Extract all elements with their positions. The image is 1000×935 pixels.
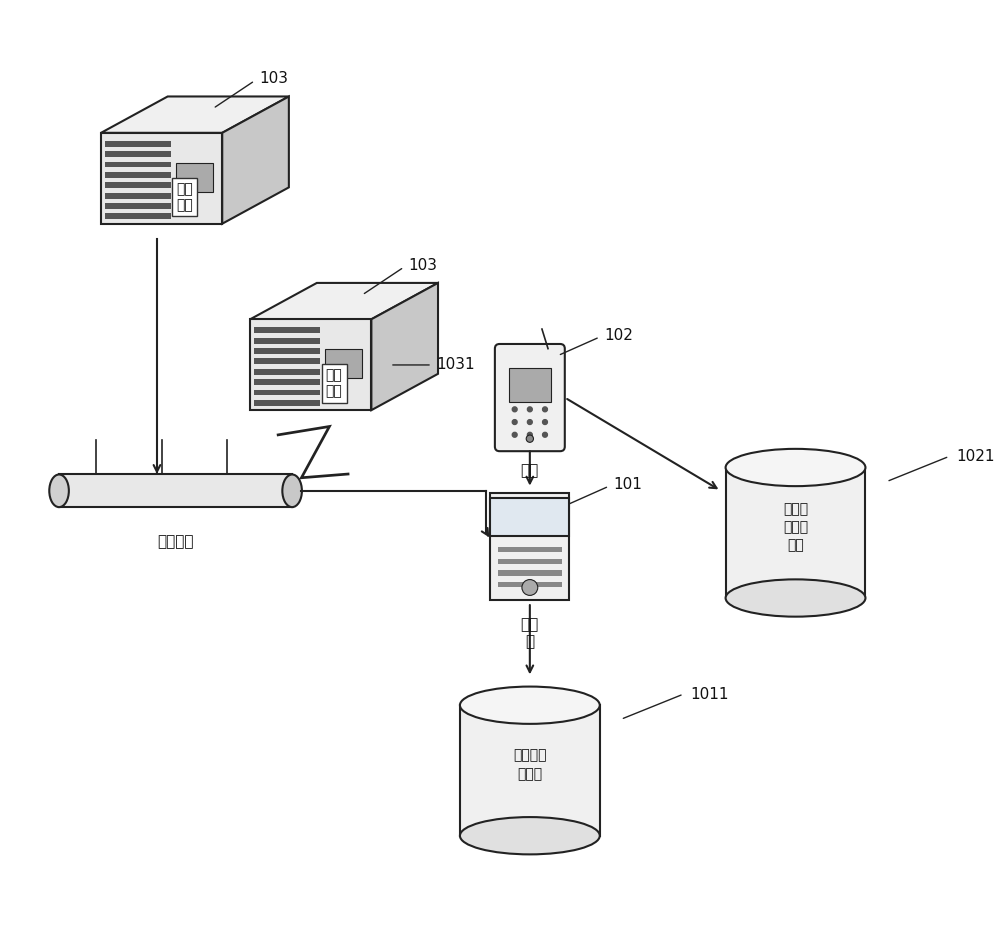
Circle shape xyxy=(512,432,517,438)
FancyBboxPatch shape xyxy=(254,400,320,406)
Text: 1021: 1021 xyxy=(956,449,995,464)
Circle shape xyxy=(527,407,532,411)
FancyBboxPatch shape xyxy=(325,350,362,379)
Text: 通信
模块: 通信 模块 xyxy=(177,182,193,212)
FancyBboxPatch shape xyxy=(105,141,171,147)
FancyBboxPatch shape xyxy=(254,390,320,396)
Ellipse shape xyxy=(49,474,69,507)
FancyBboxPatch shape xyxy=(498,558,562,564)
FancyBboxPatch shape xyxy=(254,327,320,333)
FancyBboxPatch shape xyxy=(509,368,551,402)
Text: 103: 103 xyxy=(409,258,438,273)
Text: 101: 101 xyxy=(614,477,643,492)
Text: 客户端
程序数
据库: 客户端 程序数 据库 xyxy=(783,502,808,553)
FancyBboxPatch shape xyxy=(105,182,171,188)
Circle shape xyxy=(543,407,547,411)
Text: 数据中心
数据库: 数据中心 数据库 xyxy=(513,749,547,781)
FancyBboxPatch shape xyxy=(101,133,222,223)
FancyBboxPatch shape xyxy=(105,213,171,220)
FancyBboxPatch shape xyxy=(498,583,562,587)
Text: 102: 102 xyxy=(604,327,633,342)
Text: 服务
器: 服务 器 xyxy=(521,617,539,650)
FancyBboxPatch shape xyxy=(254,380,320,385)
FancyBboxPatch shape xyxy=(254,348,320,354)
Circle shape xyxy=(543,420,547,424)
Text: 1031: 1031 xyxy=(437,357,475,372)
Text: 有线网络: 有线网络 xyxy=(157,535,194,550)
FancyBboxPatch shape xyxy=(254,338,320,343)
Circle shape xyxy=(526,435,533,442)
Text: 终端: 终端 xyxy=(521,464,539,479)
FancyBboxPatch shape xyxy=(490,493,569,600)
Polygon shape xyxy=(222,96,289,223)
Ellipse shape xyxy=(726,580,865,617)
FancyBboxPatch shape xyxy=(490,498,569,536)
Polygon shape xyxy=(250,283,438,319)
Circle shape xyxy=(527,420,532,424)
Polygon shape xyxy=(371,283,438,410)
FancyBboxPatch shape xyxy=(105,193,171,198)
Text: 通信
模块: 通信 模块 xyxy=(326,368,342,398)
FancyBboxPatch shape xyxy=(726,468,865,598)
Ellipse shape xyxy=(460,686,600,724)
Circle shape xyxy=(527,432,532,438)
FancyBboxPatch shape xyxy=(105,172,171,178)
Circle shape xyxy=(522,580,538,596)
FancyBboxPatch shape xyxy=(460,705,600,836)
FancyBboxPatch shape xyxy=(59,474,292,507)
FancyBboxPatch shape xyxy=(498,547,562,552)
FancyBboxPatch shape xyxy=(105,203,171,209)
FancyBboxPatch shape xyxy=(254,368,320,375)
Ellipse shape xyxy=(726,449,865,486)
Ellipse shape xyxy=(460,817,600,855)
Text: 103: 103 xyxy=(259,71,288,86)
FancyBboxPatch shape xyxy=(176,163,213,192)
Polygon shape xyxy=(101,96,289,133)
Circle shape xyxy=(543,432,547,438)
FancyBboxPatch shape xyxy=(105,162,171,167)
FancyBboxPatch shape xyxy=(254,358,320,365)
FancyBboxPatch shape xyxy=(105,151,171,157)
FancyBboxPatch shape xyxy=(250,319,371,410)
Circle shape xyxy=(512,420,517,424)
Ellipse shape xyxy=(282,474,302,507)
FancyBboxPatch shape xyxy=(495,344,565,452)
FancyBboxPatch shape xyxy=(498,570,562,576)
Circle shape xyxy=(512,407,517,411)
Text: 1011: 1011 xyxy=(691,686,729,701)
